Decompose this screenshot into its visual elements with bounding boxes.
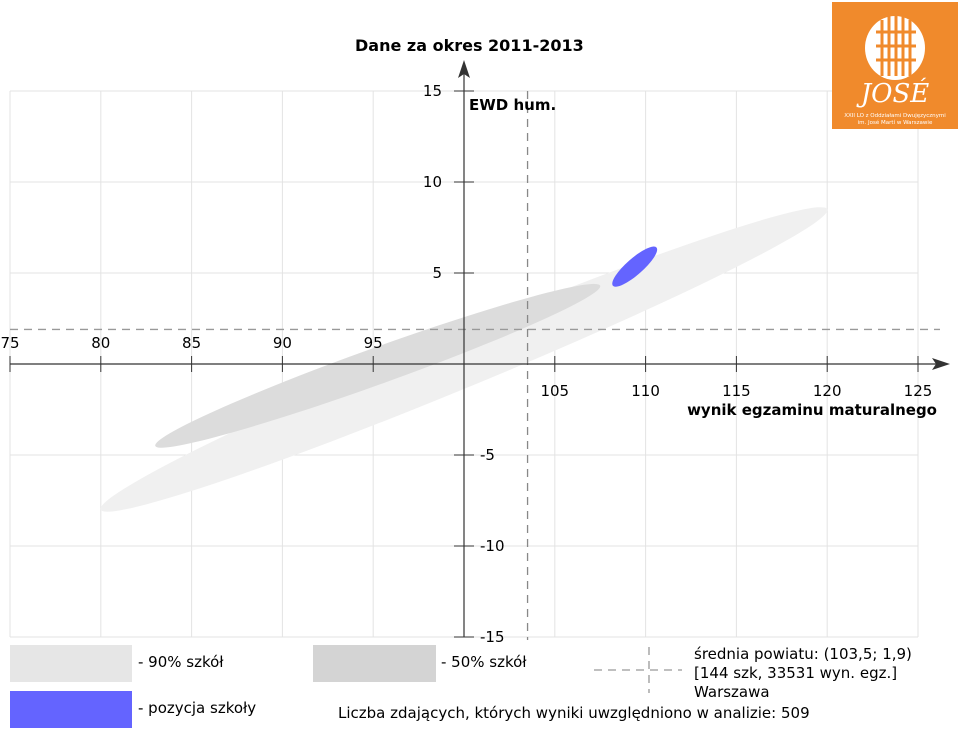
legend-mean-line-1: średnia powiatu: (103,5; 1,9) [694,645,912,663]
x-axis-arrow [932,358,950,370]
x-tick-label: 105 [540,382,569,400]
x-tick-label: 115 [722,382,751,400]
logo-subtitle-2: im. José Martí w Warszawie [858,119,933,126]
x-tick-label: 110 [631,382,660,400]
y-tick-label: -15 [480,628,505,646]
y-tick-label: -10 [480,537,505,555]
y-tick-label: 10 [423,173,442,191]
axes [9,60,950,640]
x-tick-label: 85 [182,334,201,352]
school-logo: JOSÉ XXII LO z Oddziałami Dwujęzycznymi … [832,2,958,129]
logo-subtitle-1: XXII LO z Oddziałami Dwujęzycznymi [844,113,946,119]
legend-label-50: - 50% szkół [441,653,527,671]
y-axis-arrow [458,60,470,78]
logo-wordmark: JOSÉ [856,77,930,109]
logo-graphic: JOSÉ XXII LO z Oddziałami Dwujęzycznymi … [844,16,946,126]
ellipse-50-percent [155,283,601,448]
chart-title: Dane za okres 2011-2013 [355,36,584,55]
x-tick-label: 80 [91,334,110,352]
x-tick-label: 90 [273,334,292,352]
legend-label-90: - 90% szkół [138,653,224,671]
legend-swatch-90 [10,645,132,682]
legend-swatch-50 [313,645,436,682]
x-tick-label: 125 [904,382,933,400]
x-tick-label: 120 [813,382,842,400]
legend-swatch-position [10,691,132,728]
analysis-count-note: Liczba zdających, których wyniki uwzględ… [338,704,810,722]
y-tick-label: 15 [423,82,442,100]
legend-mean-line-2: [144 szk, 33531 wyn. egz.] [694,664,898,682]
x-axis-label: wynik egzaminu maturalnego [687,401,937,419]
y-axis-label: EWD hum. [469,96,556,114]
y-tick-label: -5 [480,446,495,464]
x-tick-label: 95 [364,334,383,352]
legend-mean-line-3: Warszawa [694,683,770,701]
x-tick-label: 75 [0,334,19,352]
legend-mean-line-symbol [594,647,682,693]
y-tick-label: 5 [432,264,442,282]
legend-label-position: - pozycja szkoły [138,699,257,717]
ellipse-school-position [612,246,658,287]
